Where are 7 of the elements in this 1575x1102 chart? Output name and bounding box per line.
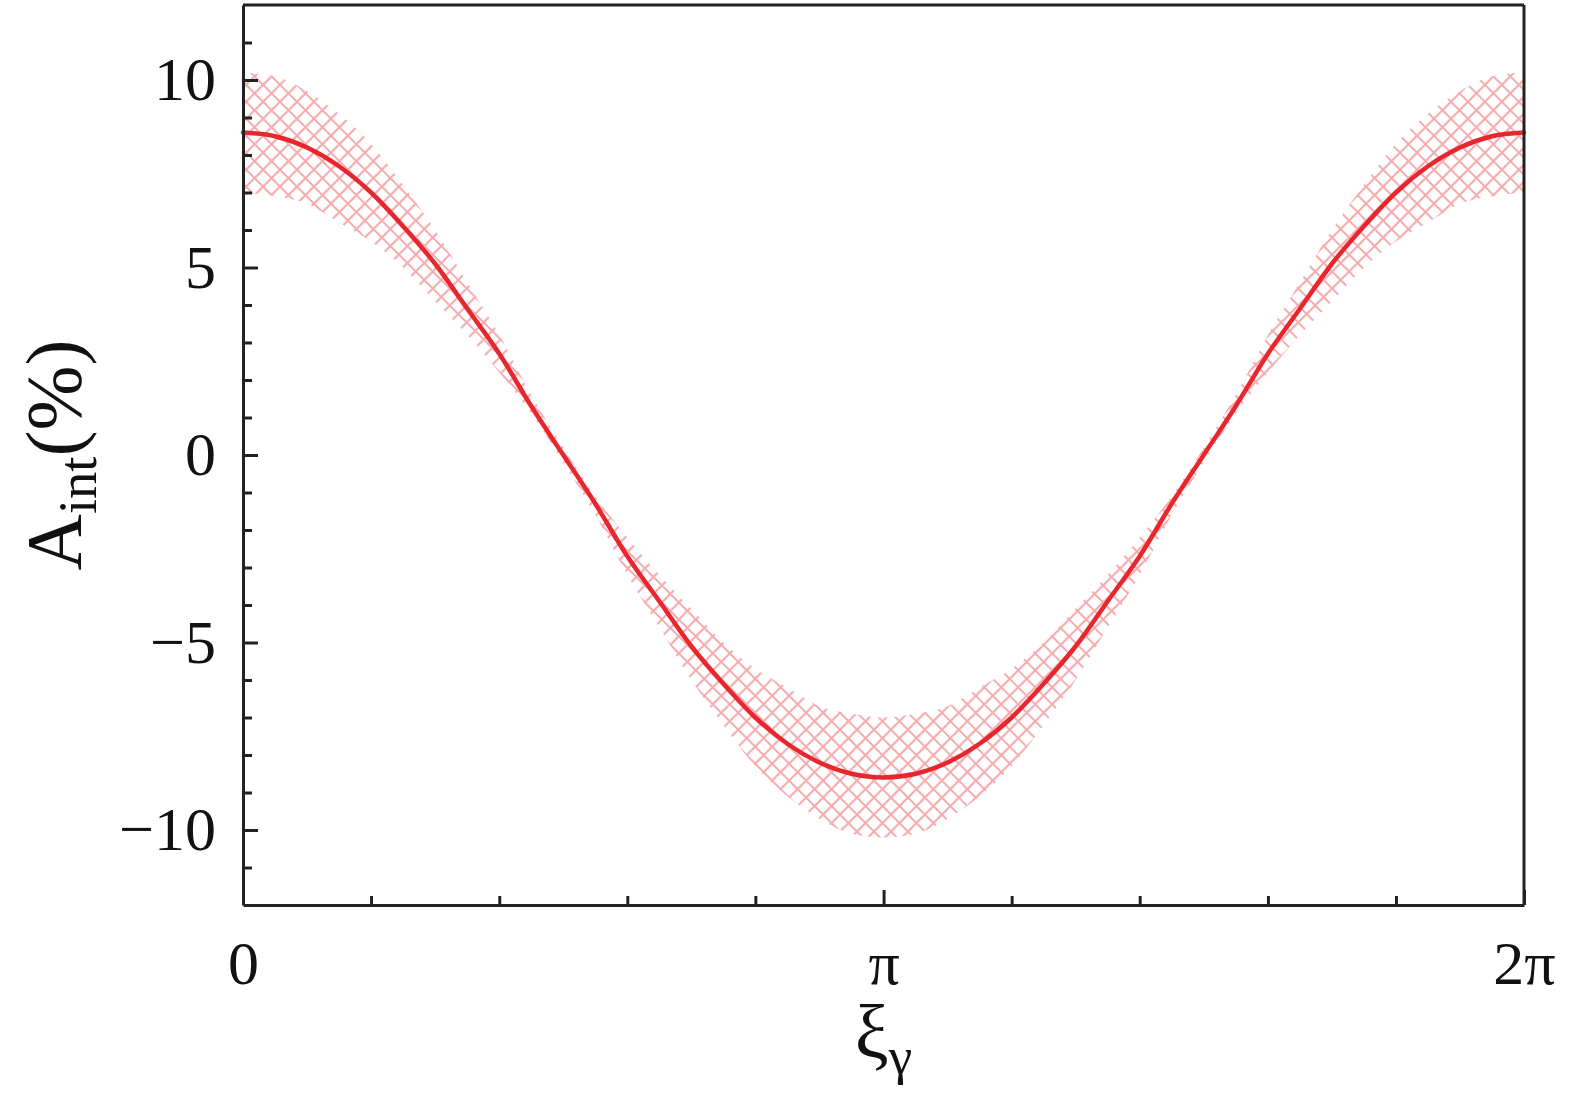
y-tick-label: −5	[150, 607, 216, 676]
y-tick-label: 10	[154, 45, 216, 114]
y-tick-label: −10	[119, 795, 216, 864]
y-tick-label: 0	[185, 420, 216, 489]
x-tick-label: 2π	[1493, 929, 1556, 998]
y-tick-label: 5	[185, 232, 216, 301]
x-tick-label: 0	[228, 929, 259, 998]
